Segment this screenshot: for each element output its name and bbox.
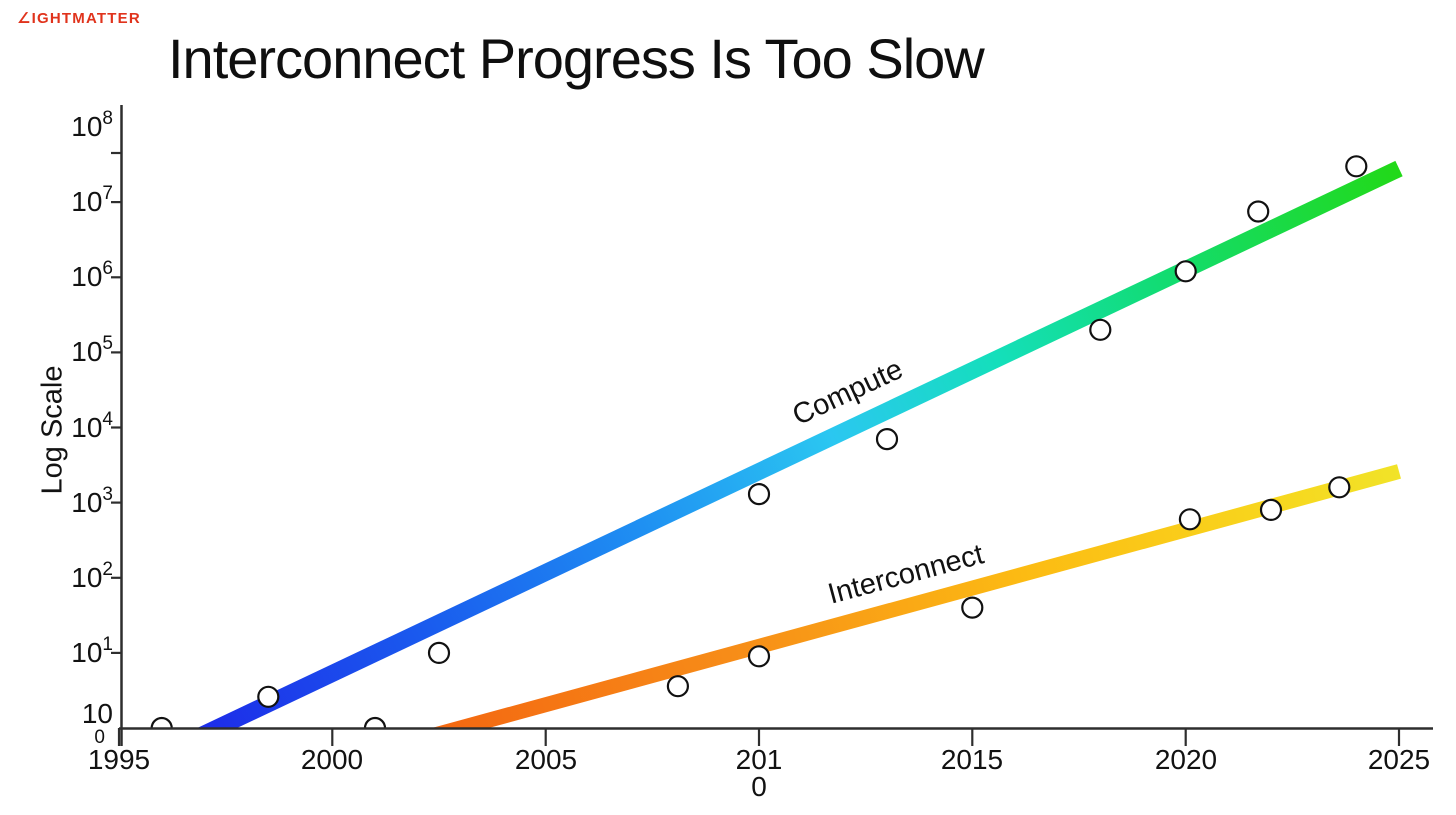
y-tick-label: 106 — [71, 257, 113, 292]
x-tick-label: 1995 — [87, 744, 151, 775]
data-point-compute — [427, 641, 451, 665]
data-point-compute — [1089, 318, 1112, 341]
x-tick-label: 2000 — [300, 744, 364, 775]
data-point-interconnect — [961, 596, 984, 619]
y-tick-label: 108 — [71, 107, 113, 142]
trend-band-interconnect — [431, 464, 1401, 728]
y-tick-label: 101 — [71, 633, 113, 668]
x-tick-label: 2020 — [1154, 744, 1218, 775]
data-point-compute — [1247, 200, 1270, 223]
data-point-compute — [257, 685, 280, 708]
y-tick-label: 107 — [71, 182, 113, 217]
data-point-compute — [150, 716, 173, 728]
data-point-compute — [1174, 260, 1197, 283]
lightmatter-logo: ∠IGHTMATTER — [17, 10, 141, 27]
y-tick-label: 103 — [71, 483, 113, 518]
chart-title: Interconnect Progress Is Too Slow — [168, 27, 985, 90]
y-tick-label: 102 — [71, 558, 113, 593]
trend-band-compute — [197, 160, 1403, 728]
y-tick-label: 104 — [71, 408, 113, 443]
x-tick-label: 2005 — [514, 744, 578, 775]
data-point-interconnect — [747, 645, 771, 668]
y-tick-label: 105 — [71, 332, 113, 367]
data-point-compute — [1345, 155, 1368, 178]
data-point-interconnect — [1259, 498, 1283, 521]
data-point-interconnect — [1178, 508, 1202, 531]
data-point-interconnect — [1328, 476, 1351, 499]
data-point-interconnect — [363, 716, 387, 728]
data-point-compute — [875, 428, 899, 451]
y-tick-label: 10 0 — [81, 698, 113, 749]
data-point-compute — [747, 483, 771, 506]
x-tick-label: 2025 — [1367, 744, 1431, 775]
data-point-interconnect — [666, 675, 690, 698]
x-tick-label: 201 0 — [735, 744, 783, 802]
x-tick-label: 2015 — [940, 744, 1004, 775]
